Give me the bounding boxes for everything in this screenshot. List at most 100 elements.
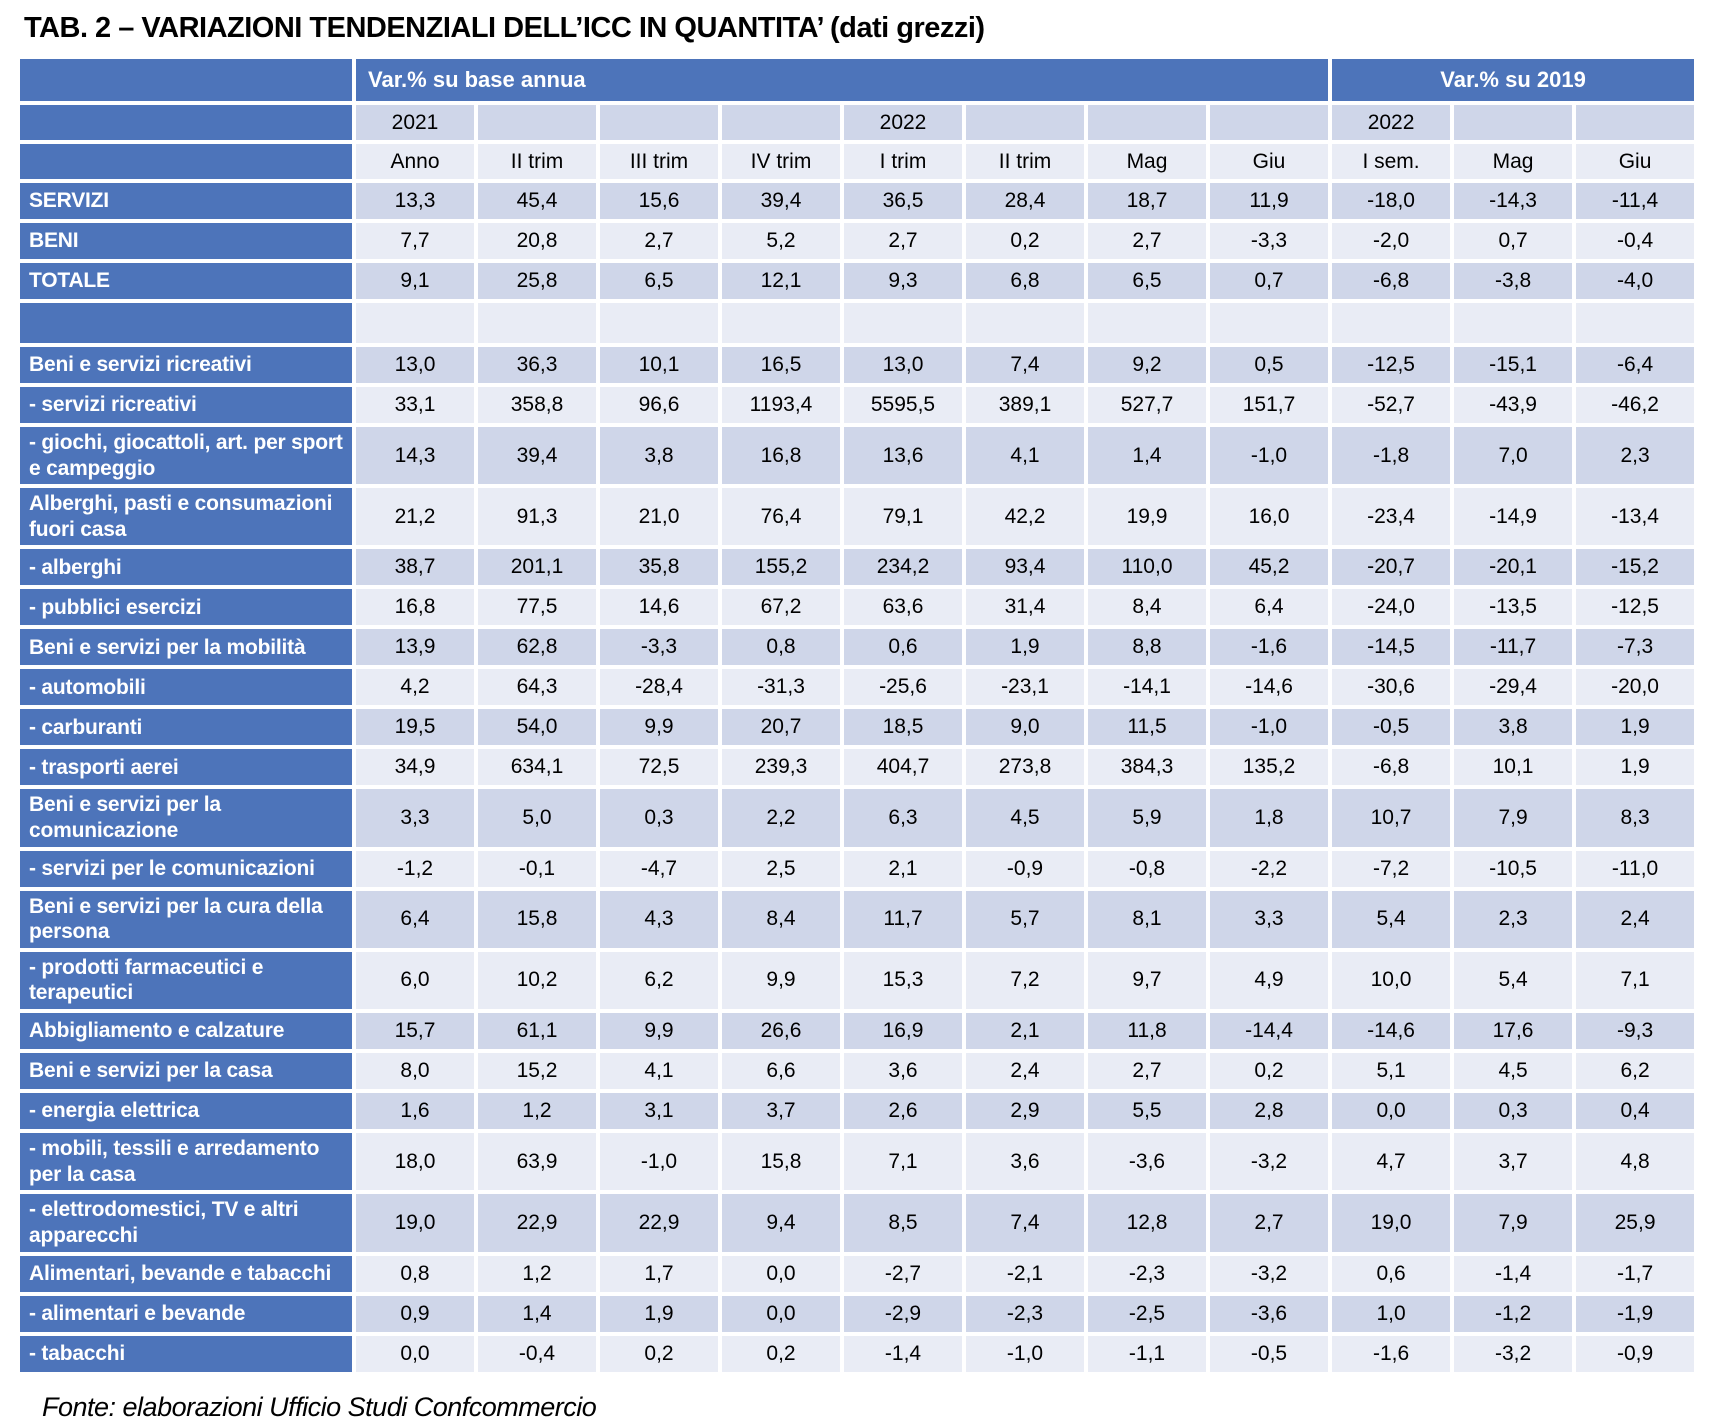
value-cell: 634,1 [478,749,596,786]
value-cell: 10,1 [1454,749,1573,786]
value-cell: 45,2 [1210,549,1329,586]
value-cell: 1193,4 [722,387,840,423]
table-row: Abbigliamento e calzature 15,7 61,1 9,9 26,6… [20,1013,1695,1050]
value-cell: 12,8 [1088,1194,1206,1252]
group-header-row: Var.% su base annua Var.% su 2019 [20,59,1695,101]
row-label: Beni e servizi ricreativi [20,347,352,383]
value-cell: -28,4 [600,669,718,706]
value-cell: 1,8 [1210,789,1329,847]
value-cell: -10,5 [1454,850,1573,887]
value-cell: 0,7 [1454,223,1573,259]
value-cell: -2,0 [1332,223,1451,259]
value-cell: 9,1 [356,263,474,299]
value-cell: 7,9 [1454,789,1573,847]
value-cell: -3,2 [1454,1335,1573,1372]
row-label: Beni e servizi per la comunicazione [20,789,352,847]
value-cell: -11,0 [1576,850,1695,887]
value-cell: 4,1 [966,427,1084,485]
value-cell: 79,1 [844,488,962,546]
year-header-cell: 2022 [1332,105,1451,140]
value-cell: 39,4 [478,427,596,485]
value-cell: 6,6 [722,1053,840,1090]
value-cell: 17,6 [1454,1013,1573,1050]
value-cell: -0,9 [1576,1335,1695,1372]
value-cell: -3,2 [1210,1255,1329,1292]
table-row: - alberghi 38,7 201,1 35,8 155,2 234,2 93,4 110… [20,549,1695,586]
value-cell: -4,7 [600,850,718,887]
value-cell: 8,3 [1576,789,1695,847]
period-header-cell: Giu [1210,144,1329,179]
value-cell: 3,7 [1454,1133,1573,1191]
value-cell: 22,9 [600,1194,718,1252]
value-cell: 91,3 [478,488,596,546]
value-cell: 19,9 [1088,488,1206,546]
value-cell: 0,0 [722,1255,840,1292]
value-cell: -3,3 [600,629,718,666]
value-cell: -2,5 [1088,1295,1206,1332]
value-cell: 38,7 [356,549,474,586]
row-label: - pubblici esercizi [20,589,352,626]
value-cell: -2,3 [1088,1255,1206,1292]
value-cell: -1,6 [1332,1335,1451,1372]
row-label: - giochi, giocattoli, art. per sport e c… [20,427,352,485]
value-cell: 0,4 [1576,1093,1695,1130]
table-row: - tabacchi 0,0 -0,4 0,2 0,2 -1,4 -1,0 -1,1 -0,5-… [20,1335,1695,1372]
value-cell: 6,2 [1576,1053,1695,1090]
value-cell: 0,7 [1210,263,1329,299]
value-cell: 45,4 [478,183,596,219]
table-row: - mobili, tessili e arredamento per la c… [20,1133,1695,1191]
value-cell: 404,7 [844,749,962,786]
row-label: TOTALE [20,263,352,299]
value-cell: -0,1 [478,850,596,887]
value-cell: -7,2 [1332,850,1451,887]
year-header-cell [478,105,596,140]
period-header-cell: I sem. [1332,144,1451,179]
value-cell: 1,6 [356,1093,474,1130]
value-cell: -0,4 [478,1335,596,1372]
value-cell: 6,0 [356,951,474,1010]
value-cell: -2,1 [966,1255,1084,1292]
value-cell [1210,303,1329,343]
value-cell: 8,5 [844,1194,962,1252]
value-cell: 155,2 [722,549,840,586]
value-cell: -2,7 [844,1255,962,1292]
value-cell: 527,7 [1088,387,1206,423]
value-cell: -1,4 [1454,1255,1573,1292]
value-cell: 0,8 [722,629,840,666]
value-cell: 3,1 [600,1093,718,1130]
period-header-row: Anno II trim III trim IV trim I trim II trim M… [20,144,1695,179]
value-cell: -9,3 [1576,1013,1695,1050]
value-cell: -1,0 [1210,709,1329,746]
value-cell: -14,6 [1332,1013,1451,1050]
value-cell: 201,1 [478,549,596,586]
period-header-cell: II trim [966,144,1084,179]
value-cell: 7,1 [844,1133,962,1191]
group-header: Var.% su 2019 [1332,59,1695,101]
value-cell: -3,3 [1210,223,1329,259]
value-cell: 16,0 [1210,488,1329,546]
value-cell: 3,3 [1210,890,1329,948]
value-cell: 7,0 [1454,427,1573,485]
value-cell: 9,7 [1088,951,1206,1010]
value-cell: 62,8 [478,629,596,666]
value-cell: 5,4 [1332,890,1451,948]
value-cell: 1,9 [1576,749,1695,786]
row-label: Beni e servizi per la mobilità [20,629,352,666]
value-cell: -1,2 [356,850,474,887]
row-label: - servizi per le comunicazioni [20,850,352,887]
value-cell: 67,2 [722,589,840,626]
value-cell: -6,8 [1332,263,1451,299]
value-cell: 9,9 [722,951,840,1010]
value-cell: 389,1 [966,387,1084,423]
value-cell: 20,7 [722,709,840,746]
value-cell: 26,6 [722,1013,840,1050]
row-label: - carburanti [20,709,352,746]
value-cell: 63,6 [844,589,962,626]
value-cell: 6,4 [356,890,474,948]
table-row: - carburanti 19,5 54,0 9,9 20,7 18,5 9,0 11,5 -1… [20,709,1695,746]
value-cell [1454,303,1573,343]
value-cell: 9,2 [1088,347,1206,383]
table-row: Beni e servizi per la casa 8,0 15,2 4,1 6,6 3… [20,1053,1695,1090]
row-label: - mobili, tessili e arredamento per la c… [20,1133,352,1191]
value-cell: 18,5 [844,709,962,746]
